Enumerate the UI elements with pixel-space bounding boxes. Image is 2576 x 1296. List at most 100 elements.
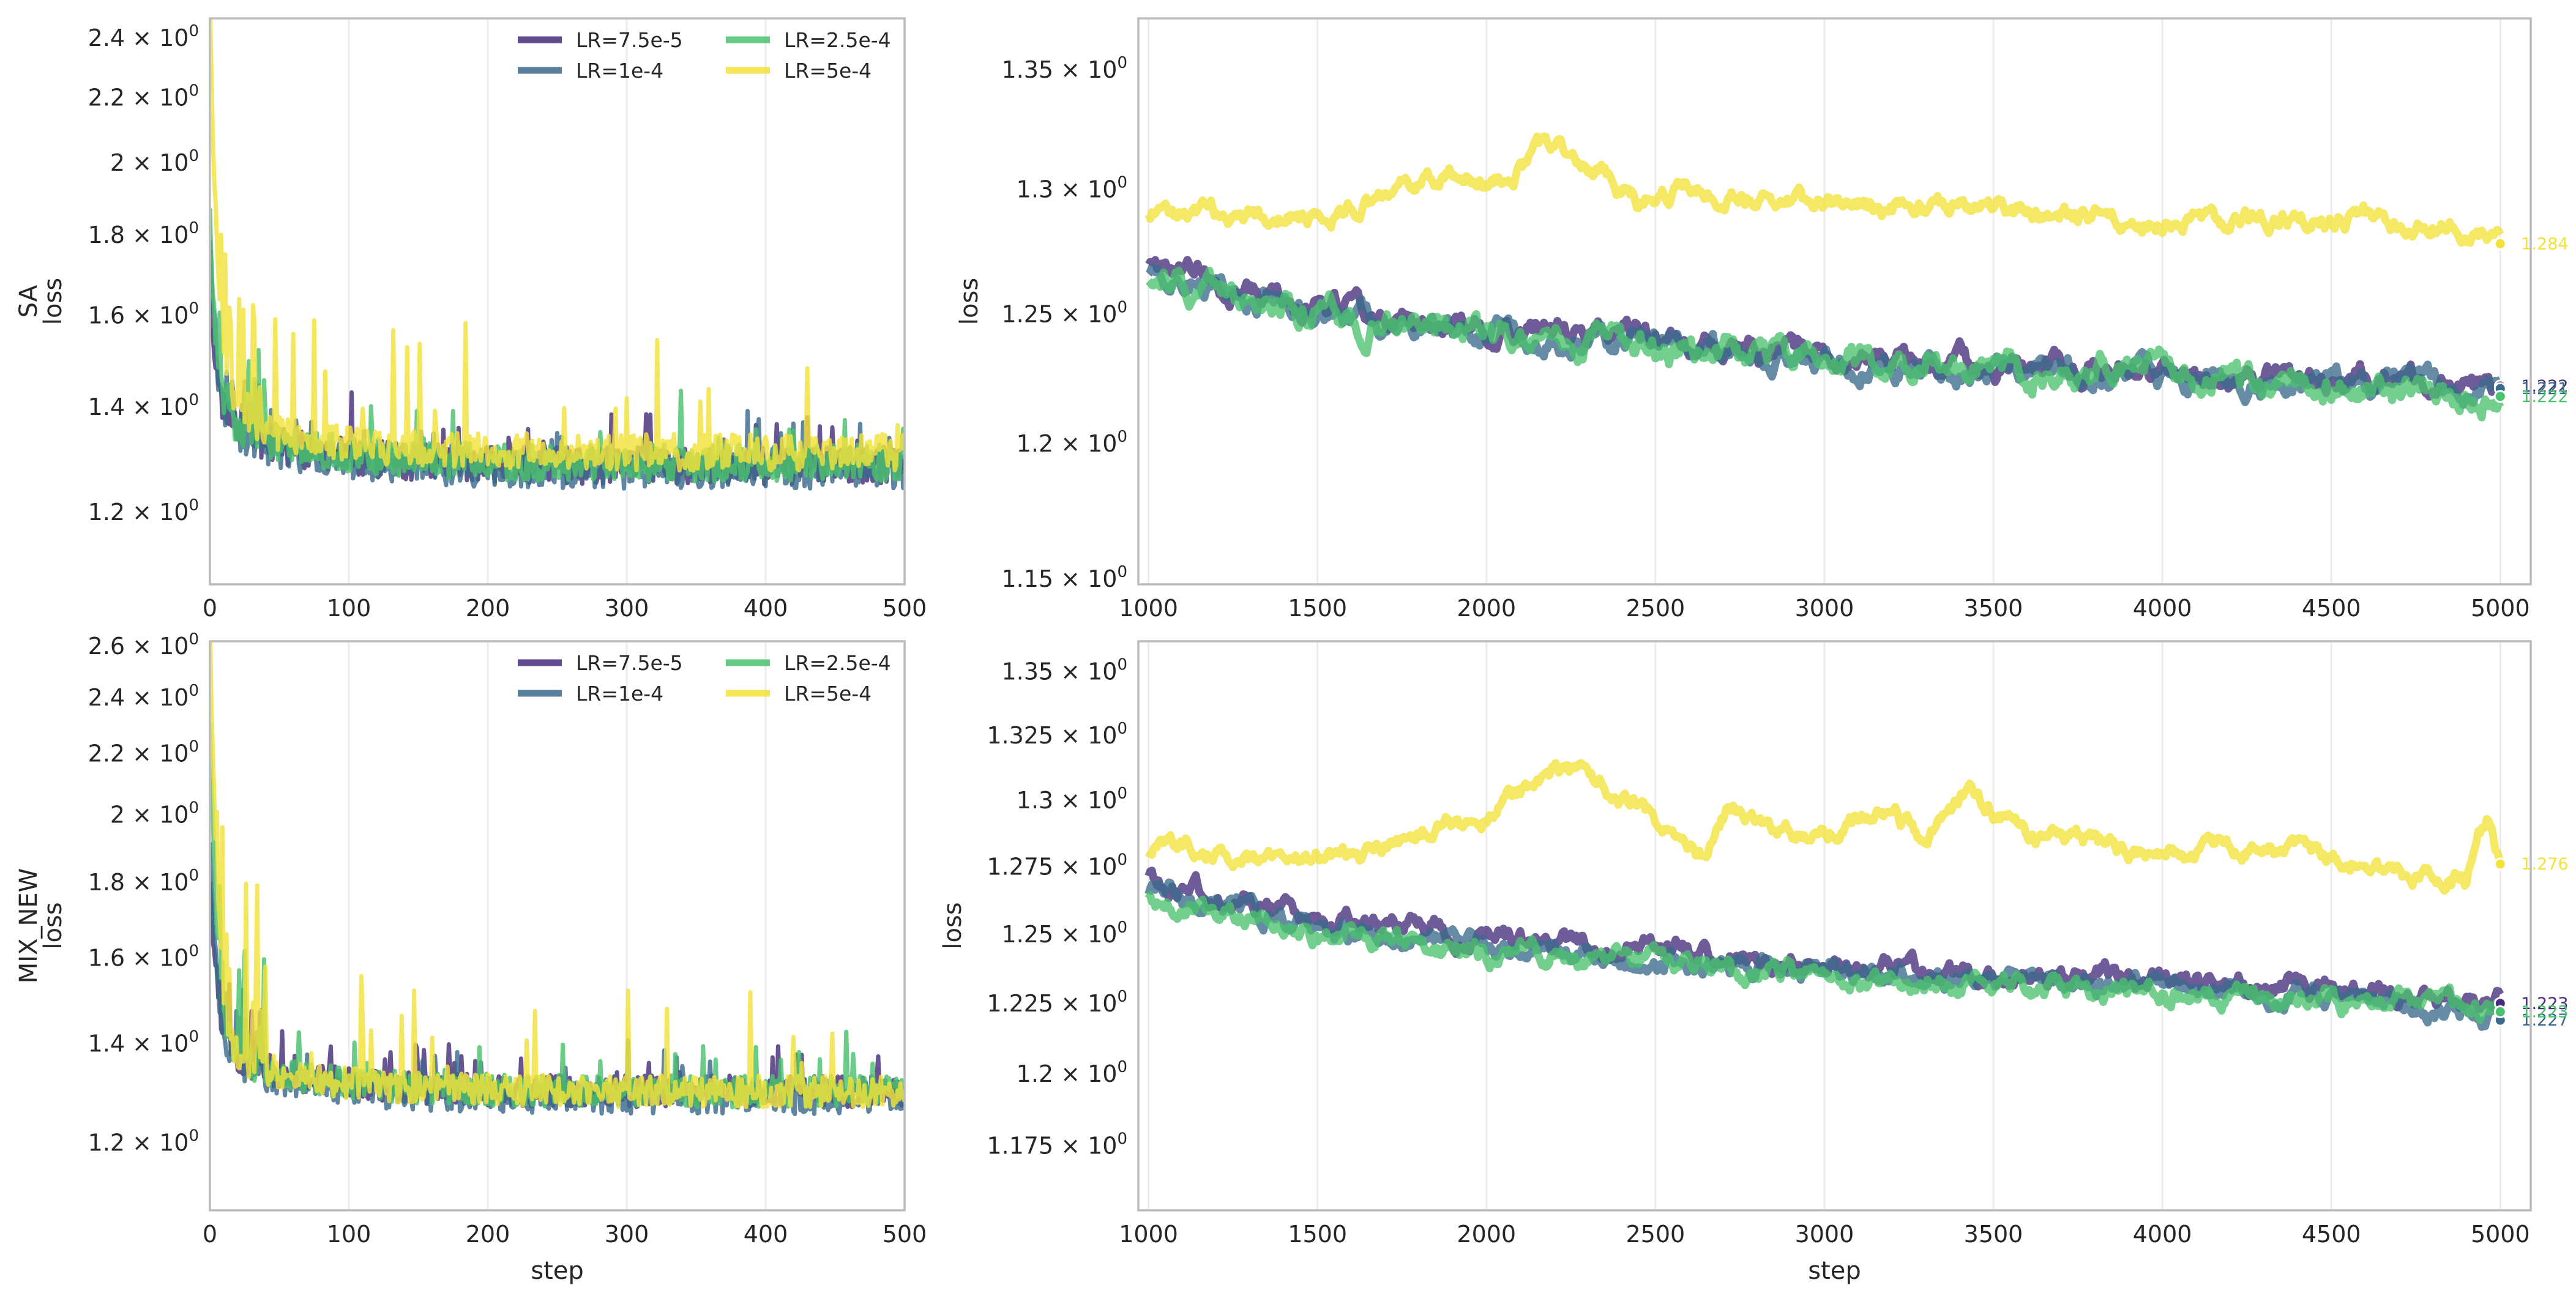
x-tick-label: 400 xyxy=(744,595,788,622)
y-tick-label: 1.3 × 100 xyxy=(1017,784,1127,814)
axes-frame xyxy=(209,640,906,1212)
y-tick-label: 1.225 × 100 xyxy=(987,988,1127,1017)
y-tick-label: 1.4 × 100 xyxy=(88,391,199,420)
end-value-label: 1.223 xyxy=(2521,994,2568,1013)
y-tick-label: 2.2 × 100 xyxy=(88,81,199,111)
x-tick-label: 2000 xyxy=(1457,1221,1516,1248)
plot-area xyxy=(1144,132,2504,422)
y-tick-label: 1.2 × 100 xyxy=(1017,428,1127,457)
x-tick-label: 500 xyxy=(883,1221,927,1248)
x-tick-label: 300 xyxy=(605,595,649,622)
x-tick-label: 5000 xyxy=(2471,595,2530,622)
y-tick-label: 1.35 × 100 xyxy=(1001,655,1127,685)
x-tick-label: 4500 xyxy=(2302,595,2361,622)
legend-label: LR=7.5e-5 xyxy=(576,651,683,675)
legend-label: LR=7.5e-5 xyxy=(576,28,683,52)
end-value-label: 1.276 xyxy=(2521,855,2568,874)
y-tick-label: 2 × 100 xyxy=(110,799,199,828)
x-tick-label: 4500 xyxy=(2302,1221,2361,1248)
x-tick-label: 3500 xyxy=(1964,595,2023,622)
x-tick-label: 1500 xyxy=(1288,1221,1347,1248)
y-tick-label: 2.2 × 100 xyxy=(88,737,199,767)
y-tick-label: 1.325 × 100 xyxy=(987,720,1127,749)
x-tick-label: 200 xyxy=(466,595,510,622)
x-tick-label: 100 xyxy=(327,595,371,622)
chart-panel-mix_early: 0 100 200 300 400 500 1.2 × 100 1.4 × 100 1.6 × … xyxy=(15,630,927,1285)
legend-label: LR=1e-4 xyxy=(576,59,663,83)
y-tick-label: 1.15 × 100 xyxy=(1001,563,1127,592)
end-marker-LR=5e-4 xyxy=(2493,237,2507,250)
x-tick-label: 1000 xyxy=(1119,1221,1178,1248)
x-axis-label: step xyxy=(531,1257,584,1285)
x-tick-label: 4000 xyxy=(2133,595,2192,622)
plot-area xyxy=(210,641,905,1116)
x-tick-label: 2000 xyxy=(1457,595,1516,622)
x-tick-label: 3000 xyxy=(1795,595,1854,622)
end-marker-LR=2.5e-4 xyxy=(2493,390,2507,403)
x-tick-label: 4000 xyxy=(2133,1221,2192,1248)
y-tick-label: 1.3 × 100 xyxy=(1017,174,1127,203)
x-tick-label: 200 xyxy=(466,1221,510,1248)
axes-frame xyxy=(1137,640,2532,1212)
end-value-label: 1.222 xyxy=(2521,387,2568,406)
end-marker-LR=2.5e-4 xyxy=(2493,1005,2507,1019)
legend-label: LR=2.5e-4 xyxy=(784,651,891,675)
x-tick-label: 100 xyxy=(327,1221,371,1248)
x-tick-label: 0 xyxy=(203,595,217,622)
y-tick-label: 2.4 × 100 xyxy=(88,682,199,711)
legend-label: LR=5e-4 xyxy=(784,59,872,83)
y-tick-label: 1.6 × 100 xyxy=(88,300,199,329)
legend-label: LR=1e-4 xyxy=(576,682,663,706)
y-axis-label: loss xyxy=(955,278,984,325)
legend-label: LR=2.5e-4 xyxy=(784,28,891,52)
end-value-label: 1.223 xyxy=(2521,1003,2568,1022)
end-value-label: 1.221 xyxy=(2521,379,2568,398)
y-tick-label: 1.8 × 100 xyxy=(88,866,199,896)
x-tick-label: 5000 xyxy=(2471,1221,2530,1248)
y-tick-label: 2.4 × 100 xyxy=(88,22,199,51)
y-axis-label: loss xyxy=(39,278,67,325)
x-tick-label: 500 xyxy=(883,595,927,622)
x-tick-label: 300 xyxy=(605,1221,649,1248)
end-value-label: 1.227 xyxy=(2521,1011,2568,1030)
series-line-LR=5e-4 xyxy=(210,641,905,1109)
x-tick-label: 2500 xyxy=(1626,595,1685,622)
series-line-LR=5e-4 xyxy=(210,18,905,473)
x-tick-label: 0 xyxy=(203,1221,217,1248)
y-tick-label: 1.6 × 100 xyxy=(88,942,199,972)
series-line-LR=5e-4 xyxy=(1144,132,2504,247)
row-label: MIX_NEW xyxy=(15,868,43,983)
y-tick-label: 1.275 × 100 xyxy=(987,851,1127,881)
x-tick-label: 400 xyxy=(744,1221,788,1248)
y-axis-label: loss xyxy=(939,902,967,949)
x-tick-label: 1500 xyxy=(1288,595,1347,622)
y-tick-label: 1.2 × 100 xyxy=(88,496,199,526)
legend: LR=7.5e-5 LR=1e-4 LR=2.5e-4 LR=5e-4 xyxy=(518,651,891,706)
y-tick-label: 2 × 100 xyxy=(110,147,199,176)
end-value-label: 1.222 xyxy=(2521,377,2568,396)
plot-area xyxy=(210,18,905,491)
y-tick-label: 2.6 × 100 xyxy=(88,630,199,660)
chart-panel-sa_early: 0 100 200 300 400 500 1.2 × 100 1.4 × 100 1.6 × … xyxy=(15,17,927,622)
y-tick-label: 1.4 × 100 xyxy=(88,1028,199,1057)
y-tick-label: 1.8 × 100 xyxy=(88,219,199,248)
y-tick-label: 1.25 × 100 xyxy=(1001,298,1127,327)
legend: LR=7.5e-5 LR=1e-4 LR=2.5e-4 LR=5e-4 xyxy=(518,28,891,83)
series-line-LR=2.5e-4 xyxy=(1144,891,2504,1024)
x-tick-label: 1000 xyxy=(1119,595,1178,622)
series-line-LR=2.5e-4 xyxy=(210,721,905,1109)
x-axis-label: step xyxy=(1808,1257,1861,1285)
y-axis-label: loss xyxy=(39,902,67,949)
end-marker-LR=5e-4 xyxy=(2493,857,2507,871)
series-line-LR=5e-4 xyxy=(1144,759,2504,895)
y-tick-label: 1.175 × 100 xyxy=(987,1130,1127,1159)
y-tick-label: 1.35 × 100 xyxy=(1001,54,1127,83)
y-tick-label: 1.2 × 100 xyxy=(1017,1058,1127,1087)
y-tick-label: 1.2 × 100 xyxy=(88,1127,199,1156)
x-tick-label: 3500 xyxy=(1964,1221,2023,1248)
legend-label: LR=5e-4 xyxy=(784,682,872,706)
series-line-LR=2.5e-4 xyxy=(1146,266,2504,422)
y-tick-label: 1.25 × 100 xyxy=(1001,918,1127,948)
